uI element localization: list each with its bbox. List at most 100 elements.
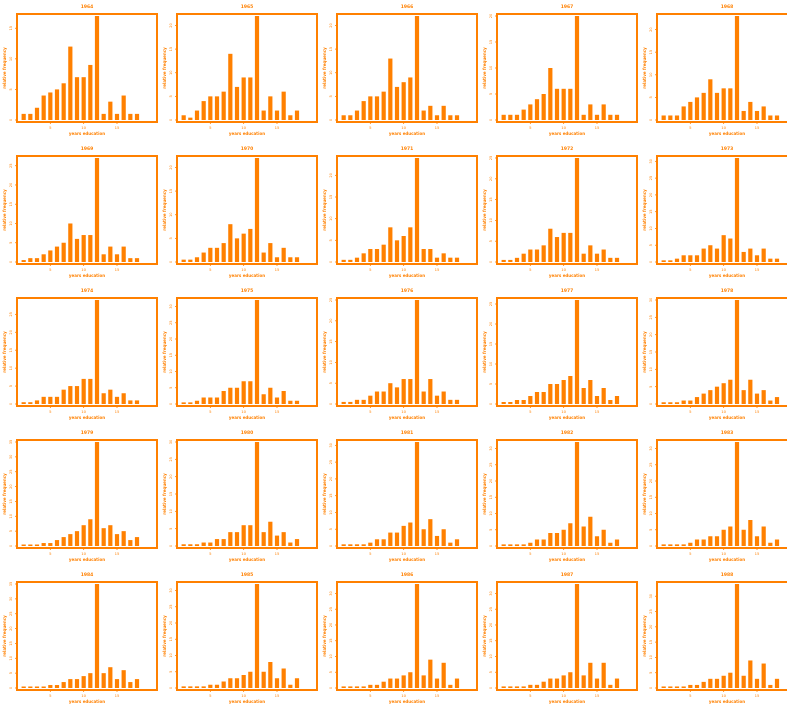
- bar-2: [508, 259, 513, 262]
- bar-10: [721, 383, 726, 404]
- y-tick-label: 10: [9, 365, 13, 370]
- plot-frame: [656, 581, 787, 691]
- chart-title: 1974: [81, 288, 94, 294]
- bar-8: [548, 678, 553, 688]
- chart-panel-1984: 1984 0 5 10 15 20 25 30 35 5 10 15 years education re…: [2, 572, 158, 704]
- bar-18: [294, 400, 300, 404]
- bar-9: [714, 536, 720, 546]
- bar-10: [721, 235, 726, 262]
- bar-4: [521, 686, 526, 688]
- bar-1: [501, 544, 506, 547]
- y-tick-label: 0: [9, 260, 13, 263]
- y-tick-label: 15: [329, 339, 333, 344]
- x-tick-label: 5: [49, 267, 52, 272]
- bar-5: [688, 101, 693, 120]
- bar-8: [68, 386, 73, 404]
- bar-1: [501, 686, 506, 688]
- bar-8: [228, 532, 233, 546]
- bar-6: [54, 685, 60, 688]
- bar-11: [408, 379, 413, 404]
- x-axis-label: years education: [69, 415, 105, 420]
- bar-13: [421, 249, 426, 262]
- bar-18: [294, 539, 300, 546]
- bar-1: [21, 686, 26, 688]
- chart-panel-1980: 1980 0 5 10 15 20 25 30 5 10 15 years education rela…: [162, 430, 318, 562]
- bar-4: [681, 106, 686, 120]
- bar-10: [401, 379, 406, 404]
- bar-2: [28, 544, 33, 546]
- bar-3: [674, 115, 680, 120]
- y-tick-label: 15: [169, 637, 173, 642]
- bar-3: [514, 257, 520, 262]
- bar-6: [694, 255, 700, 262]
- bar-5: [48, 543, 53, 546]
- x-axis-label: years education: [389, 415, 425, 420]
- bar-12: [414, 158, 420, 262]
- bar-6: [534, 539, 540, 546]
- bar-4: [681, 544, 686, 547]
- y-tick-label: 10: [9, 56, 13, 61]
- y-axis-label: relative frequency: [2, 615, 7, 657]
- bar-11: [408, 522, 413, 546]
- x-axis-label: years education: [229, 131, 265, 136]
- bar-2: [188, 117, 193, 120]
- bar-11: [408, 77, 413, 120]
- bar-10: [721, 675, 726, 688]
- chart-title: 1972: [561, 146, 574, 152]
- y-tick-label: 30: [649, 593, 653, 598]
- bar-2: [348, 259, 353, 262]
- bar-1: [181, 115, 186, 120]
- bar-6: [374, 249, 380, 262]
- y-tick-label: 30: [329, 590, 333, 595]
- bar-17: [128, 540, 133, 546]
- bar-15: [114, 534, 120, 546]
- chart-title: 1986: [401, 572, 414, 578]
- bar-3: [354, 544, 360, 546]
- chart-title: 1981: [401, 430, 414, 436]
- bar-14: [268, 387, 273, 404]
- bar-11: [248, 671, 253, 688]
- bar-11: [408, 672, 413, 688]
- y-axis-label: relative frequency: [322, 47, 327, 89]
- y-tick-label: 0: [169, 402, 173, 405]
- bar-9: [74, 77, 80, 120]
- plot-frame: [176, 581, 318, 691]
- x-tick-label: 15: [755, 409, 760, 414]
- bar-4: [521, 544, 526, 547]
- bar-18: [774, 258, 780, 262]
- chart-title: 1968: [721, 4, 734, 10]
- y-axis-label: relative frequency: [642, 189, 647, 231]
- x-tick-label: 15: [115, 551, 120, 556]
- y-tick-label: 20: [649, 27, 653, 32]
- bar-5: [208, 542, 213, 546]
- bar-13: [581, 388, 586, 404]
- y-axis-label: relative frequency: [162, 331, 167, 373]
- chart-panel-1981: 1981 0 5 10 15 20 25 30 5 10 15 years education rela…: [322, 430, 478, 562]
- bar-1: [21, 402, 26, 404]
- y-tick-label: 15: [9, 348, 13, 353]
- bar-16: [281, 247, 286, 262]
- bar-4: [201, 686, 206, 689]
- y-tick-label: 20: [9, 329, 13, 334]
- y-axis-label: relative frequency: [162, 189, 167, 231]
- y-tick-label: 25: [169, 604, 173, 609]
- y-tick-label: 5: [169, 528, 173, 530]
- bar-7: [61, 389, 66, 404]
- bar-16: [761, 390, 766, 404]
- bar-13: [741, 529, 746, 546]
- x-tick-label: 15: [275, 693, 280, 698]
- bar-7: [61, 537, 66, 546]
- plot-frame: [176, 297, 318, 407]
- bar-15: [434, 395, 440, 404]
- bar-10: [401, 525, 406, 546]
- bar-17: [448, 542, 453, 546]
- y-tick-label: 5: [329, 382, 333, 384]
- bar-14: [428, 105, 433, 120]
- bar-3: [354, 110, 360, 120]
- bar-4: [521, 400, 526, 404]
- y-tick-label: 20: [489, 176, 493, 181]
- bar-15: [594, 396, 600, 404]
- bar-11: [88, 519, 93, 546]
- bar-4: [361, 101, 366, 120]
- bar-14: [108, 246, 113, 262]
